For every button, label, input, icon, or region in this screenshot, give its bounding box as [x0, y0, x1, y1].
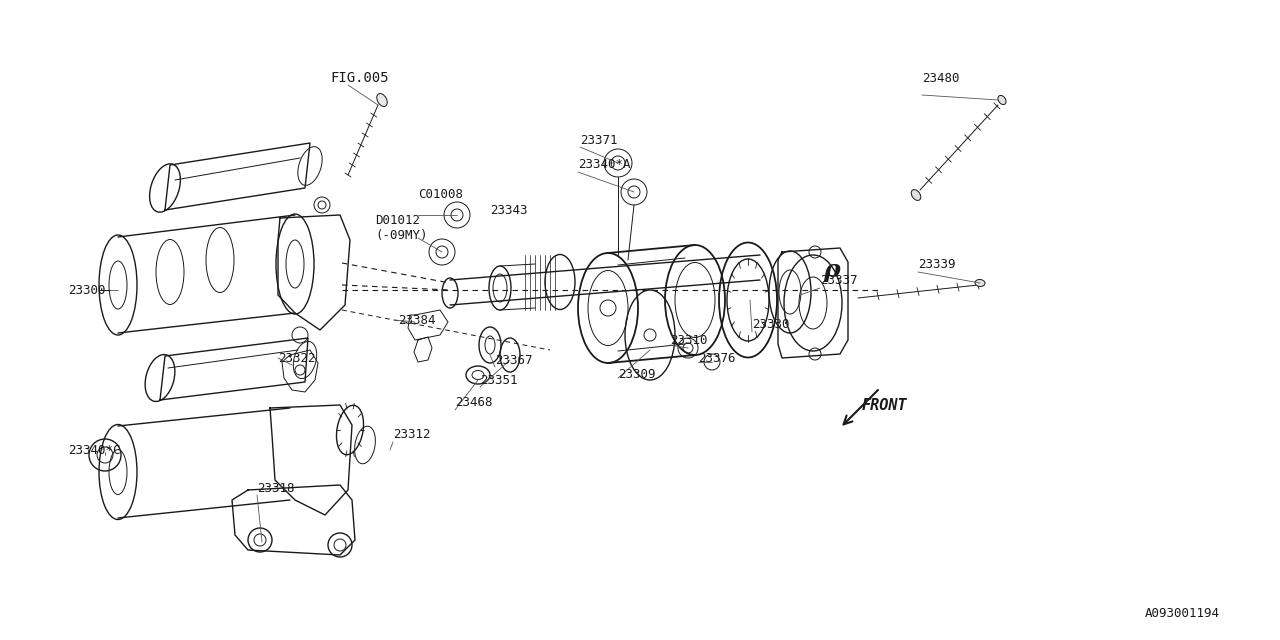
Text: 23340*C: 23340*C — [68, 444, 120, 456]
Text: 23480: 23480 — [922, 72, 960, 84]
Text: 23337: 23337 — [820, 273, 858, 287]
Text: FRONT: FRONT — [861, 399, 908, 413]
Text: C01008: C01008 — [419, 189, 463, 202]
Text: ρ: ρ — [824, 258, 840, 282]
Text: 23340*A: 23340*A — [579, 159, 631, 172]
Text: D01012: D01012 — [375, 214, 420, 227]
Ellipse shape — [376, 93, 388, 106]
Ellipse shape — [998, 95, 1006, 104]
Text: 23339: 23339 — [918, 259, 955, 271]
Text: 23312: 23312 — [393, 429, 430, 442]
Text: 23343: 23343 — [490, 204, 527, 216]
Text: 23468: 23468 — [454, 397, 493, 410]
Text: 23371: 23371 — [580, 134, 617, 147]
Text: (-09MY): (-09MY) — [375, 230, 428, 243]
Text: 23309: 23309 — [618, 369, 655, 381]
Text: 23300: 23300 — [68, 284, 105, 296]
Text: 23318: 23318 — [257, 481, 294, 495]
Text: 23384: 23384 — [398, 314, 435, 326]
Text: 23367: 23367 — [495, 353, 532, 367]
Ellipse shape — [975, 280, 986, 287]
Text: 23310: 23310 — [669, 333, 708, 346]
Text: 23376: 23376 — [698, 351, 736, 365]
Text: 23351: 23351 — [480, 374, 517, 387]
Text: 23322: 23322 — [278, 351, 315, 365]
Text: FIG.005: FIG.005 — [330, 71, 389, 85]
Text: A093001194: A093001194 — [1146, 607, 1220, 620]
Ellipse shape — [911, 189, 920, 200]
Text: 23330: 23330 — [753, 319, 790, 332]
